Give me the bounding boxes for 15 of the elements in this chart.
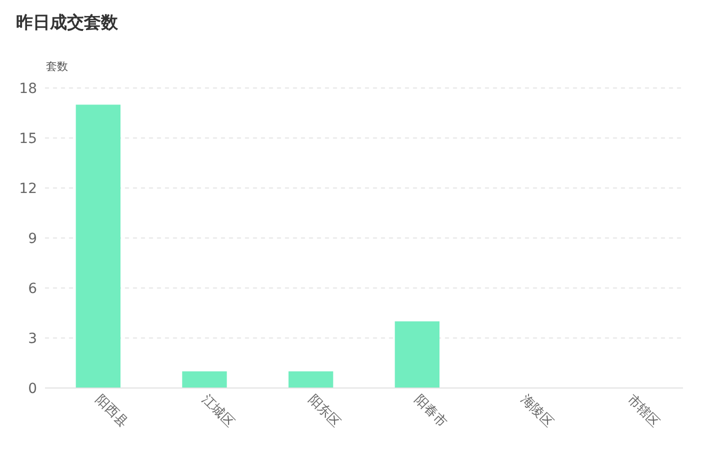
x-tick-label: 阳春市 [411,392,450,430]
y-tick-label: 18 [19,81,37,97]
y-tick-label: 0 [28,381,37,397]
x-tick-label: 市辖区 [624,392,662,430]
y-tick-label: 15 [19,131,37,147]
y-tick-label: 9 [28,231,37,247]
x-tick-label: 海陵区 [518,392,556,430]
y-axis-title: 套数 [46,60,68,73]
x-tick-label: 江城区 [198,392,237,430]
y-tick-label: 6 [28,281,38,297]
x-tick-label: 阳西县 [92,392,131,430]
y-tick-label: 3 [28,331,37,347]
x-tick-label: 阳东区 [305,392,344,430]
y-tick-label: 12 [19,181,37,197]
chart-title: 昨日成交套数 [16,13,119,33]
